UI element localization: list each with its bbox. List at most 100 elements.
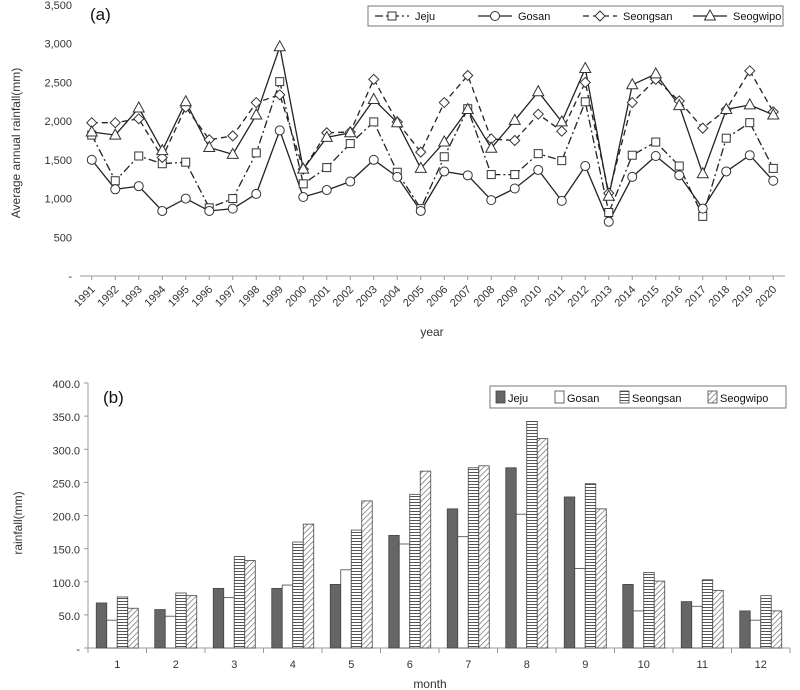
data-point xyxy=(579,76,591,89)
data-point xyxy=(604,208,614,218)
bar xyxy=(223,597,235,649)
data-point xyxy=(486,195,497,206)
data-point xyxy=(438,96,450,109)
data-point xyxy=(650,150,661,161)
data-point xyxy=(415,205,426,216)
line-chart-panel: (a) year Average annual rainfall(mm) - 50… xyxy=(9,0,785,339)
bar xyxy=(653,580,666,649)
data-point xyxy=(510,170,520,180)
panel-a-label: (a) xyxy=(90,5,111,24)
data-point xyxy=(509,134,521,147)
data-point xyxy=(345,139,355,149)
bar xyxy=(212,587,225,649)
data-point xyxy=(273,39,287,52)
data-point xyxy=(719,102,733,115)
data-point xyxy=(250,96,262,109)
data-point xyxy=(696,166,710,179)
data-point xyxy=(298,192,309,203)
x-tick-label: 2003 xyxy=(354,284,380,310)
data-point xyxy=(744,150,755,161)
data-point xyxy=(697,203,708,214)
bar xyxy=(536,438,549,649)
bar xyxy=(127,607,139,649)
data-point xyxy=(343,125,357,138)
bar xyxy=(106,619,118,649)
data-point xyxy=(298,179,308,189)
legend-label: Seongsan xyxy=(632,393,682,405)
bar xyxy=(770,610,783,649)
data-point xyxy=(703,8,717,21)
data-point xyxy=(367,92,381,104)
data-point xyxy=(133,181,144,192)
y-tick-label: 3,000 xyxy=(44,39,72,51)
x-tick-label: 2004 xyxy=(378,284,404,310)
x-tick-label: 1994 xyxy=(143,284,169,310)
data-point xyxy=(627,171,638,182)
y-axis-label: Average annual rainfall(mm) xyxy=(9,68,23,219)
bar xyxy=(622,584,634,649)
data-point xyxy=(415,146,427,158)
x-tick-label: 2013 xyxy=(589,284,615,310)
x-tick-label: 2012 xyxy=(566,284,592,310)
data-point xyxy=(674,161,684,171)
data-point xyxy=(296,162,310,174)
y-tick-label: - xyxy=(76,644,80,656)
bar xyxy=(595,508,607,649)
x-tick-label: 2011 xyxy=(543,284,568,309)
x-tick-label: 2005 xyxy=(401,284,427,310)
y-tick-label: 500 xyxy=(54,232,72,244)
series-line xyxy=(91,44,774,197)
bar xyxy=(457,536,469,649)
data-point xyxy=(461,102,475,115)
bar xyxy=(164,615,177,649)
legend: Jeju Gosan Seongsan Seogwipo xyxy=(489,385,787,409)
legend-label: Seongsan xyxy=(623,11,673,23)
data-point xyxy=(227,203,238,214)
data-point xyxy=(555,114,569,127)
y-tick-label: 1,000 xyxy=(44,194,72,206)
data-point xyxy=(484,141,498,153)
data-point xyxy=(390,115,404,128)
x-tick-label: 1 xyxy=(114,659,120,671)
bar xyxy=(175,592,187,649)
data-point xyxy=(651,137,661,147)
data-point xyxy=(439,152,449,162)
data-point xyxy=(580,161,591,172)
bar xyxy=(691,605,703,649)
y-tick-label: 2,000 xyxy=(44,116,72,128)
x-tick-label: 2007 xyxy=(448,284,474,310)
data-point xyxy=(414,161,428,173)
bar-chart-panel: (b) month rainfall(mm) - 50.0 100.0 150.0 20… xyxy=(11,379,791,690)
data-point xyxy=(228,194,238,204)
bar xyxy=(446,508,459,649)
x-tick-label: 5 xyxy=(348,659,354,671)
data-point xyxy=(437,135,451,147)
bar xyxy=(515,513,528,649)
x-tick-label: 2020 xyxy=(754,284,780,310)
y-axis-label: rainfall(mm) xyxy=(11,491,25,554)
data-point xyxy=(439,166,450,177)
x-tick-label: 10 xyxy=(638,659,650,671)
data-point xyxy=(274,89,286,101)
legend-swatch xyxy=(707,390,718,404)
legend-swatch xyxy=(554,390,565,404)
data-point xyxy=(509,183,520,194)
panel-b-label: (b) xyxy=(103,388,124,407)
data-point xyxy=(625,77,639,90)
x-tick-label: 2017 xyxy=(683,284,709,310)
x-axis-label: year xyxy=(420,325,443,339)
y-tick-label: 250.0 xyxy=(52,478,80,490)
bar xyxy=(701,579,714,649)
series-line xyxy=(91,79,774,219)
bar xyxy=(574,568,586,649)
bar xyxy=(563,496,576,649)
data-point xyxy=(627,150,637,160)
bar xyxy=(185,595,198,649)
data-point xyxy=(603,216,614,227)
data-point xyxy=(721,166,732,177)
bar xyxy=(281,584,294,649)
data-point xyxy=(744,65,756,77)
data-point xyxy=(674,170,685,181)
data-point xyxy=(556,125,568,137)
